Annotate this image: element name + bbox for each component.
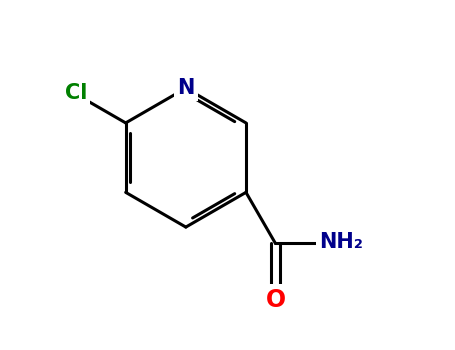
Text: N: N xyxy=(177,78,195,98)
Text: NH₂: NH₂ xyxy=(319,232,364,252)
Text: Cl: Cl xyxy=(65,83,87,103)
Text: O: O xyxy=(265,288,286,312)
